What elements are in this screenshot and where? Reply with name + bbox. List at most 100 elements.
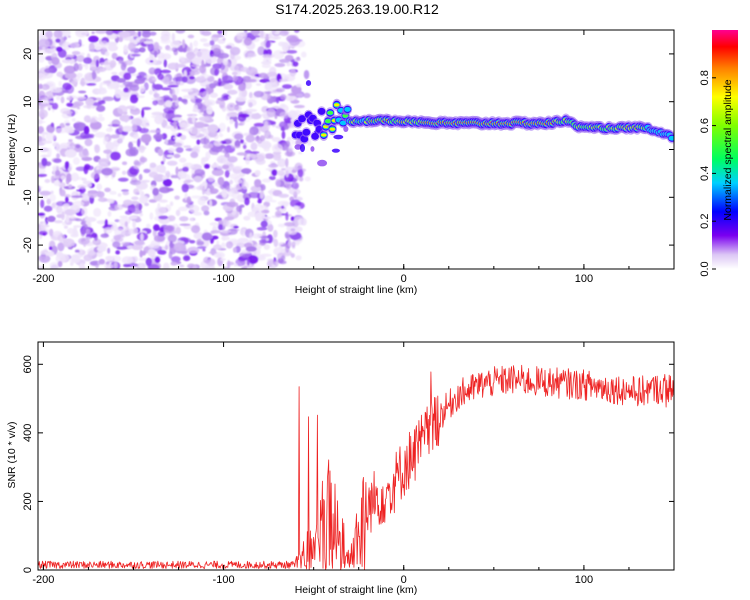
noise-blob bbox=[295, 93, 303, 98]
noise-blob bbox=[284, 94, 296, 102]
noise-blob bbox=[277, 170, 285, 176]
noise-blob bbox=[152, 99, 158, 106]
noise-blob bbox=[183, 255, 191, 262]
noise-blob bbox=[175, 76, 186, 82]
noise-blob bbox=[114, 204, 124, 211]
noise-blob bbox=[56, 153, 60, 159]
noise-blob bbox=[51, 202, 56, 208]
noise-blob bbox=[109, 151, 121, 161]
chart-title: S174.2025.263.19.00.R12 bbox=[275, 1, 439, 17]
noise-blob bbox=[171, 117, 183, 121]
noise-blob bbox=[218, 133, 224, 138]
noise-blob bbox=[133, 165, 141, 169]
noise-blob bbox=[101, 167, 113, 176]
noise-blob bbox=[259, 235, 269, 239]
noise-blob bbox=[197, 197, 206, 206]
noise-blob bbox=[85, 182, 92, 188]
noise-blob bbox=[260, 220, 268, 228]
noise-blob bbox=[281, 168, 286, 171]
noise-blob bbox=[197, 240, 205, 246]
noise-blob bbox=[172, 148, 177, 152]
noise-blob bbox=[104, 51, 110, 57]
noise-blob bbox=[65, 122, 71, 126]
noise-blob bbox=[124, 221, 128, 227]
noise-blob bbox=[180, 134, 187, 140]
noise-blob bbox=[85, 97, 95, 106]
noise-blob bbox=[38, 265, 44, 269]
noise-blob bbox=[217, 176, 225, 186]
noise-blob bbox=[190, 225, 201, 234]
noise-blob bbox=[84, 216, 97, 222]
noise-blob bbox=[49, 128, 54, 134]
noise-blob bbox=[298, 176, 304, 182]
noise-blob bbox=[271, 264, 276, 269]
noise-blob bbox=[240, 66, 249, 73]
noise-blob bbox=[192, 265, 198, 269]
noise-blob bbox=[254, 179, 262, 188]
noise-blob bbox=[42, 195, 49, 200]
noise-blob bbox=[229, 119, 234, 125]
noise-blob bbox=[67, 95, 73, 101]
noise-blob bbox=[227, 260, 231, 269]
noise-blob bbox=[179, 157, 187, 163]
noise-blob bbox=[153, 133, 164, 140]
noise-blob bbox=[239, 229, 244, 235]
noise-blob bbox=[73, 62, 79, 72]
snr-y-axis-label: SNR (10 * v/v) bbox=[6, 421, 18, 488]
noise-blob bbox=[211, 168, 224, 177]
noise-blob bbox=[98, 68, 104, 72]
noise-blob bbox=[216, 253, 222, 258]
noise-blob bbox=[285, 170, 289, 178]
signal-track-mark bbox=[329, 127, 336, 131]
spectrogram-x-tick-label: 100 bbox=[575, 273, 593, 285]
noise-blob bbox=[266, 108, 276, 118]
noise-blob bbox=[245, 134, 256, 143]
noise-blob bbox=[141, 108, 145, 118]
noise-blob bbox=[50, 87, 63, 93]
noise-blob bbox=[303, 69, 310, 80]
noise-blob bbox=[138, 145, 145, 154]
noise-blob bbox=[117, 105, 128, 115]
signal-scatter-mark bbox=[331, 148, 340, 153]
noise-blob bbox=[163, 106, 176, 114]
noise-blob bbox=[74, 249, 80, 253]
noise-blob bbox=[300, 218, 307, 226]
noise-blob bbox=[68, 42, 81, 48]
noise-blob bbox=[154, 256, 161, 264]
spectrogram-noise-blobs bbox=[38, 30, 312, 269]
noise-blob bbox=[53, 158, 62, 164]
noise-blob bbox=[91, 102, 102, 107]
signal-track-mark bbox=[339, 120, 347, 126]
noise-blob bbox=[109, 255, 122, 262]
noise-blob bbox=[174, 195, 180, 200]
noise-blob bbox=[147, 243, 160, 249]
noise-blob bbox=[57, 260, 63, 268]
noise-blob bbox=[168, 147, 175, 153]
noise-blob bbox=[291, 241, 296, 248]
noise-blob bbox=[40, 199, 45, 209]
noise-blob bbox=[193, 232, 205, 240]
noise-blob bbox=[75, 30, 88, 38]
noise-blob bbox=[149, 31, 157, 36]
noise-blob bbox=[254, 212, 266, 220]
noise-blob bbox=[153, 234, 166, 243]
noise-blob bbox=[54, 170, 61, 176]
noise-blob bbox=[210, 53, 217, 57]
noise-blob bbox=[138, 127, 150, 134]
noise-blob bbox=[223, 83, 234, 90]
colorbar-ticks: 0.0 0.2 0.4 0.6 0.8 bbox=[699, 70, 716, 277]
noise-blob bbox=[181, 183, 189, 193]
noise-blob bbox=[260, 205, 267, 209]
noise-blob bbox=[105, 141, 115, 151]
noise-blob bbox=[226, 112, 239, 118]
noise-blob bbox=[99, 87, 106, 91]
noise-blob bbox=[229, 179, 234, 185]
noise-blob bbox=[175, 147, 184, 154]
noise-blob bbox=[194, 168, 206, 177]
noise-blob bbox=[281, 130, 286, 140]
spectrogram-y-axis-label: Frequency (Hz) bbox=[6, 114, 18, 186]
noise-blob bbox=[220, 104, 224, 108]
noise-blob bbox=[271, 169, 278, 176]
noise-blob bbox=[76, 106, 81, 110]
